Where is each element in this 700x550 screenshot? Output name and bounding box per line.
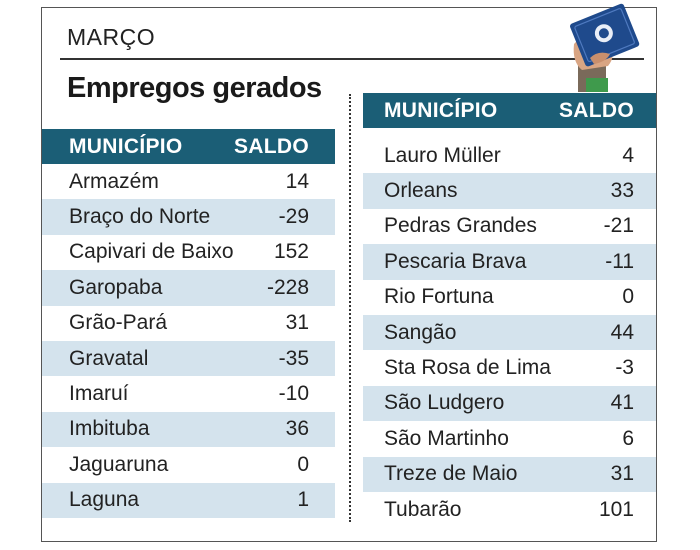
table-row: Laguna 1 (42, 482, 335, 518)
table-row: Pescaria Brava -11 (363, 244, 656, 280)
table-row: São Martinho 6 (363, 421, 656, 456)
table-row: Grão-Pará 31 (42, 306, 335, 341)
municipio-cell: Jaguaruna (69, 452, 169, 476)
saldo-cell: -21 (603, 214, 634, 238)
column-header-saldo: SALDO (559, 98, 634, 122)
saldo-cell: -29 (278, 205, 309, 229)
table-row: Pedras Grandes -21 (363, 209, 656, 244)
table-row: Sangão 44 (363, 314, 656, 351)
municipio-cell: Armazém (69, 169, 159, 193)
municipio-cell: Sangão (384, 320, 457, 344)
table-header: MUNICÍPIO SALDO (363, 93, 656, 128)
municipio-cell: Grão-Pará (69, 311, 168, 335)
saldo-cell: 14 (285, 169, 309, 193)
saldo-cell: 44 (610, 320, 634, 344)
table-row: Braço do Norte -29 (42, 199, 335, 235)
table-row: São Ludgero 41 (363, 385, 656, 422)
saldo-cell: 36 (285, 417, 309, 441)
municipio-cell: Orleans (384, 179, 458, 203)
column-header-municipio: MUNICÍPIO (384, 98, 498, 122)
table-row: Imaruí -10 (42, 376, 335, 411)
saldo-cell: 31 (610, 462, 634, 486)
table-row: Armazém 14 (42, 164, 335, 199)
table-row: Orleans 33 (363, 173, 656, 209)
saldo-cell: 33 (610, 179, 634, 203)
month-label: MARÇO (67, 24, 156, 50)
table-row: Garopaba -228 (42, 270, 335, 306)
municipio-cell: Braço do Norte (69, 205, 211, 229)
municipio-cell: Gravatal (69, 346, 149, 370)
table-row: Jaguaruna 0 (42, 447, 335, 482)
saldo-cell: 152 (273, 240, 309, 264)
municipio-cell: Tubarão (384, 497, 462, 521)
municipio-cell: Treze de Maio (384, 462, 518, 486)
saldo-cell: 31 (285, 311, 309, 335)
column-header-saldo: SALDO (234, 134, 309, 158)
table-right: MUNICÍPIO SALDO Lauro Müller 4 Orleans 33 Pe… (363, 93, 656, 527)
saldo-cell: 6 (622, 426, 634, 450)
municipio-cell: Laguna (69, 488, 140, 512)
municipio-cell: Imaruí (69, 382, 129, 406)
table-row: Sta Rosa de Lima -3 (363, 350, 656, 385)
municipio-cell: Rio Fortuna (384, 285, 494, 309)
municipio-cell: Pescaria Brava (384, 249, 527, 273)
municipio-cell: Capivari de Baixo (69, 240, 234, 264)
municipio-cell: São Ludgero (384, 391, 505, 415)
saldo-cell: 101 (598, 497, 634, 521)
table-row: Capivari de Baixo 152 (42, 235, 335, 270)
saldo-cell: 0 (622, 285, 634, 309)
table-row: Rio Fortuna 0 (363, 280, 656, 315)
saldo-cell: -3 (615, 356, 634, 380)
table-row: Tubarão 101 (363, 492, 656, 527)
municipio-cell: Sta Rosa de Lima (384, 356, 551, 380)
saldo-cell: -10 (278, 382, 309, 406)
table-header: MUNICÍPIO SALDO (42, 129, 335, 164)
table-left: MUNICÍPIO SALDO Armazém 14 Braço do Norte -… (42, 129, 335, 518)
saldo-cell: 4 (622, 143, 634, 167)
municipio-cell: São Martinho (384, 426, 509, 450)
saldo-cell: 0 (297, 452, 309, 476)
saldo-cell: 41 (610, 391, 634, 415)
municipio-cell: Pedras Grandes (384, 214, 537, 238)
headline: Empregos gerados (67, 72, 322, 104)
municipio-cell: Garopaba (69, 275, 163, 299)
table-row: Treze de Maio 31 (363, 456, 656, 492)
table-row: Lauro Müller 4 (363, 138, 656, 173)
table-row: Imbituba 36 (42, 411, 335, 448)
work-card-in-hand-icon (570, 3, 640, 92)
municipio-cell: Imbituba (69, 417, 150, 441)
column-divider (349, 94, 351, 522)
saldo-cell: -228 (266, 275, 309, 299)
saldo-cell: -11 (605, 249, 634, 273)
saldo-cell: -35 (278, 346, 309, 370)
table-row: Gravatal -35 (42, 340, 335, 377)
column-header-municipio: MUNICÍPIO (69, 134, 183, 158)
header-rule (60, 58, 644, 60)
municipio-cell: Lauro Müller (384, 143, 501, 167)
saldo-cell: 1 (297, 488, 309, 512)
